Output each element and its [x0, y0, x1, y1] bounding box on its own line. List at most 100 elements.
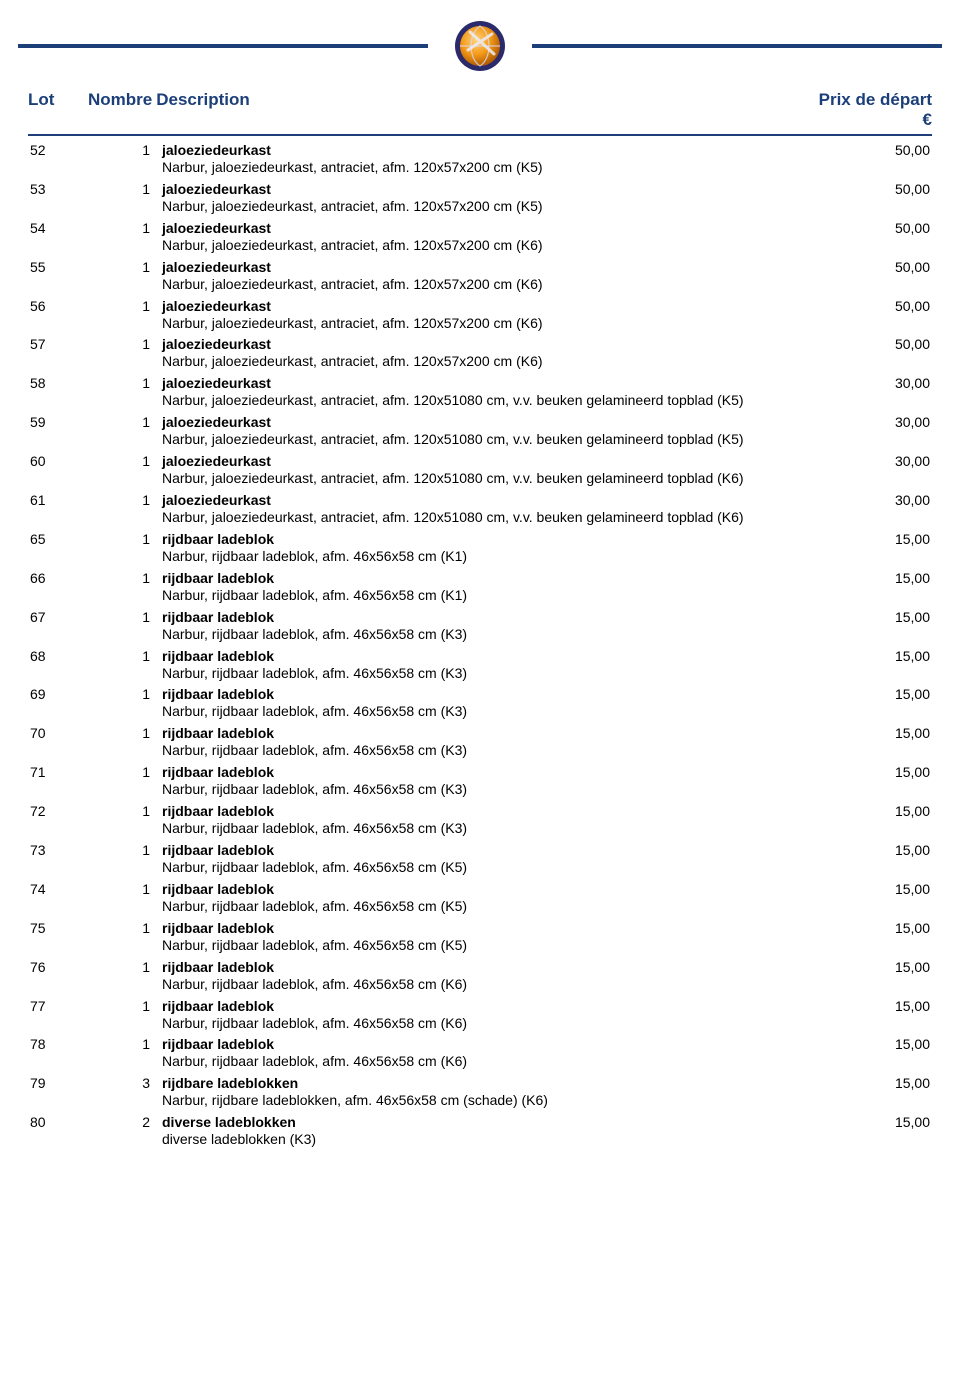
item-title: rijdbaar ladeblok — [162, 531, 802, 547]
th-lot: Lot — [28, 90, 88, 130]
table-row: 731rijdbaar ladeblokNarbur, rijdbaar lad… — [28, 840, 932, 879]
item-title: rijdbaar ladeblok — [162, 803, 802, 819]
item-title: rijdbaar ladeblok — [162, 609, 802, 625]
cell-description: rijdbaar ladeblokNarbur, rijdbaar ladebl… — [158, 842, 802, 877]
cell-qty: 1 — [88, 920, 158, 955]
cell-qty: 1 — [88, 414, 158, 449]
cell-description: jaloeziedeurkastNarbur, jaloeziedeurkast… — [158, 453, 802, 488]
item-subtitle: Narbur, jaloeziedeurkast, antraciet, afm… — [162, 508, 802, 527]
table-row: 691rijdbaar ladeblokNarbur, rijdbaar lad… — [28, 684, 932, 723]
cell-price: 15,00 — [802, 570, 932, 605]
header-rule-right — [532, 44, 942, 48]
cell-qty: 1 — [88, 570, 158, 605]
cell-qty: 1 — [88, 142, 158, 177]
item-subtitle: Narbur, jaloeziedeurkast, antraciet, afm… — [162, 197, 802, 216]
cell-qty: 1 — [88, 181, 158, 216]
table-row: 531jaloeziedeurkastNarbur, jaloeziedeurk… — [28, 179, 932, 218]
cell-description: jaloeziedeurkastNarbur, jaloeziedeurkast… — [158, 220, 802, 255]
cell-price: 15,00 — [802, 764, 932, 799]
item-subtitle: Narbur, jaloeziedeurkast, antraciet, afm… — [162, 314, 802, 333]
cell-qty: 1 — [88, 492, 158, 527]
cell-lot: 68 — [28, 648, 88, 683]
item-title: rijdbare ladeblokken — [162, 1075, 802, 1091]
cell-qty: 1 — [88, 375, 158, 410]
cell-qty: 1 — [88, 686, 158, 721]
cell-description: rijdbaar ladeblokNarbur, rijdbaar ladebl… — [158, 609, 802, 644]
cell-price: 15,00 — [802, 1114, 932, 1149]
cell-qty: 2 — [88, 1114, 158, 1149]
cell-price: 15,00 — [802, 842, 932, 877]
cell-qty: 1 — [88, 220, 158, 255]
item-title: jaloeziedeurkast — [162, 375, 802, 391]
cell-description: jaloeziedeurkastNarbur, jaloeziedeurkast… — [158, 259, 802, 294]
cell-lot: 61 — [28, 492, 88, 527]
cell-price: 15,00 — [802, 803, 932, 838]
item-title: jaloeziedeurkast — [162, 142, 802, 158]
cell-price: 50,00 — [802, 181, 932, 216]
table-row: 601jaloeziedeurkastNarbur, jaloeziedeurk… — [28, 451, 932, 490]
table-row: 771rijdbaar ladeblokNarbur, rijdbaar lad… — [28, 996, 932, 1035]
euro-icon: € — [923, 110, 932, 129]
item-subtitle: Narbur, jaloeziedeurkast, antraciet, afm… — [162, 430, 802, 449]
cell-price: 15,00 — [802, 531, 932, 566]
item-subtitle: Narbur, jaloeziedeurkast, antraciet, afm… — [162, 352, 802, 371]
item-title: rijdbaar ladeblok — [162, 686, 802, 702]
cell-price: 30,00 — [802, 375, 932, 410]
cell-description: jaloeziedeurkastNarbur, jaloeziedeurkast… — [158, 414, 802, 449]
cell-price: 15,00 — [802, 609, 932, 644]
item-subtitle: Narbur, jaloeziedeurkast, antraciet, afm… — [162, 158, 802, 177]
item-subtitle: Narbur, jaloeziedeurkast, antraciet, afm… — [162, 469, 802, 488]
cell-lot: 69 — [28, 686, 88, 721]
item-title: jaloeziedeurkast — [162, 298, 802, 314]
item-subtitle: Narbur, rijdbaar ladeblok, afm. 46x56x58… — [162, 975, 802, 994]
table-row: 781rijdbaar ladeblokNarbur, rijdbaar lad… — [28, 1034, 932, 1073]
th-nombre: Nombre — [88, 90, 152, 130]
item-subtitle: Narbur, rijdbaar ladeblok, afm. 46x56x58… — [162, 1014, 802, 1033]
item-title: rijdbaar ladeblok — [162, 959, 802, 975]
item-title: rijdbaar ladeblok — [162, 570, 802, 586]
table-row: 793rijdbare ladeblokkenNarbur, rijdbare … — [28, 1073, 932, 1112]
table-row: 561jaloeziedeurkastNarbur, jaloeziedeurk… — [28, 296, 932, 335]
table-row: 571jaloeziedeurkastNarbur, jaloeziedeurk… — [28, 334, 932, 373]
page-header — [0, 20, 960, 80]
table-row: 741rijdbaar ladeblokNarbur, rijdbaar lad… — [28, 879, 932, 918]
cell-price: 30,00 — [802, 414, 932, 449]
item-title: jaloeziedeurkast — [162, 492, 802, 508]
cell-qty: 1 — [88, 609, 158, 644]
table-row: 681rijdbaar ladeblokNarbur, rijdbaar lad… — [28, 646, 932, 685]
cell-lot: 52 — [28, 142, 88, 177]
item-subtitle: Narbur, jaloeziedeurkast, antraciet, afm… — [162, 391, 802, 410]
cell-qty: 1 — [88, 764, 158, 799]
item-subtitle: Narbur, rijdbaar ladeblok, afm. 46x56x58… — [162, 897, 802, 916]
cell-price: 15,00 — [802, 686, 932, 721]
item-title: rijdbaar ladeblok — [162, 920, 802, 936]
table-body: 521jaloeziedeurkastNarbur, jaloeziedeurk… — [28, 140, 932, 1151]
cell-lot: 80 — [28, 1114, 88, 1149]
cell-lot: 65 — [28, 531, 88, 566]
cell-lot: 71 — [28, 764, 88, 799]
cell-qty: 1 — [88, 259, 158, 294]
cell-description: rijdbaar ladeblokNarbur, rijdbaar ladebl… — [158, 531, 802, 566]
table-row: 671rijdbaar ladeblokNarbur, rijdbaar lad… — [28, 607, 932, 646]
cell-lot: 53 — [28, 181, 88, 216]
table-row: 721rijdbaar ladeblokNarbur, rijdbaar lad… — [28, 801, 932, 840]
item-subtitle: Narbur, rijdbare ladeblokken, afm. 46x56… — [162, 1091, 802, 1110]
cell-lot: 74 — [28, 881, 88, 916]
cell-lot: 66 — [28, 570, 88, 605]
table-row: 611jaloeziedeurkastNarbur, jaloeziedeurk… — [28, 490, 932, 529]
item-subtitle: Narbur, rijdbaar ladeblok, afm. 46x56x58… — [162, 702, 802, 721]
item-subtitle: Narbur, rijdbaar ladeblok, afm. 46x56x58… — [162, 936, 802, 955]
cell-price: 30,00 — [802, 492, 932, 527]
item-subtitle: diverse ladeblokken (K3) — [162, 1130, 802, 1149]
cell-qty: 3 — [88, 1075, 158, 1110]
th-price-label: Prix de départ — [819, 90, 932, 109]
cell-lot: 54 — [28, 220, 88, 255]
table-row: 701rijdbaar ladeblokNarbur, rijdbaar lad… — [28, 723, 932, 762]
item-title: rijdbaar ladeblok — [162, 842, 802, 858]
item-subtitle: Narbur, rijdbaar ladeblok, afm. 46x56x58… — [162, 664, 802, 683]
cell-description: rijdbaar ladeblokNarbur, rijdbaar ladebl… — [158, 648, 802, 683]
cell-description: rijdbaar ladeblokNarbur, rijdbaar ladebl… — [158, 570, 802, 605]
cell-lot: 77 — [28, 998, 88, 1033]
table-row: 751rijdbaar ladeblokNarbur, rijdbaar lad… — [28, 918, 932, 957]
table-row: 761rijdbaar ladeblokNarbur, rijdbaar lad… — [28, 957, 932, 996]
